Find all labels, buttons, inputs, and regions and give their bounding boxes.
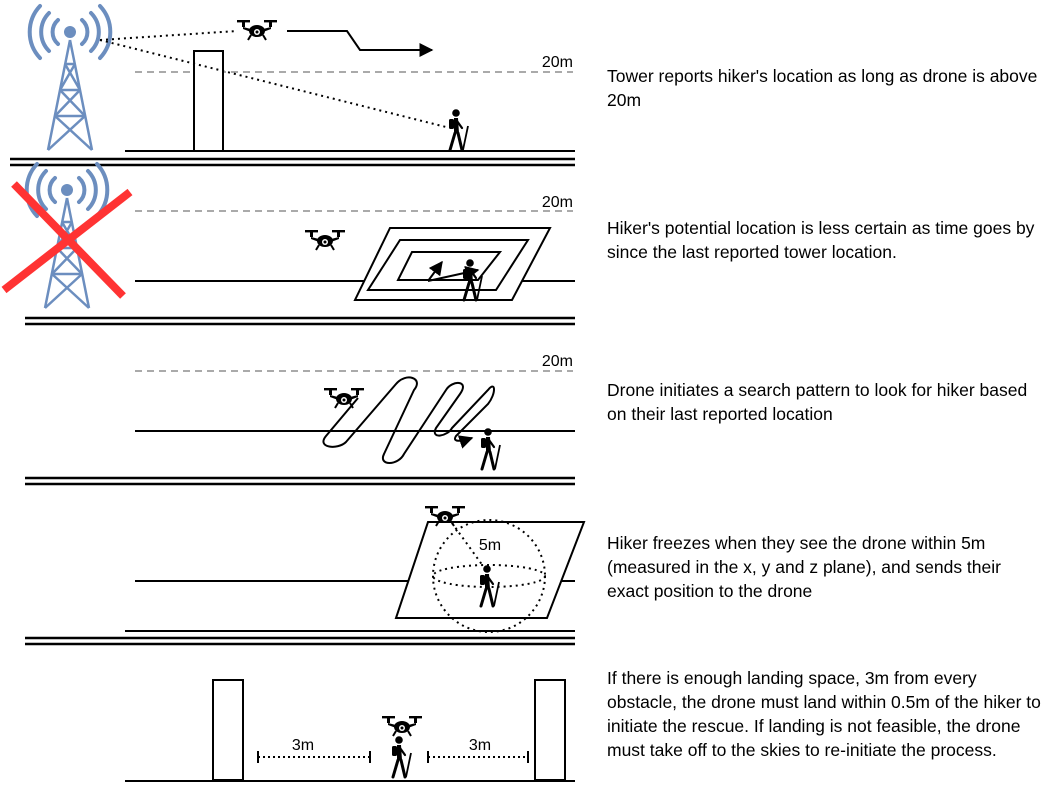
obstacle-building (193, 50, 224, 152)
search-pattern-path (322, 376, 495, 464)
panel-landing: 3m 3m (125, 679, 575, 782)
drone-icon (236, 19, 278, 41)
hiker-icon (479, 426, 502, 471)
cell-tower-icon (27, 4, 113, 152)
caption-search-pattern: Drone initiates a search pattern to look… (607, 380, 1028, 424)
left-clearance-label: 3m (292, 737, 314, 754)
obstacle-right (534, 679, 566, 781)
hiker-icon (447, 107, 470, 152)
signal-to-hiker (99, 39, 447, 128)
altitude-label: 20m (542, 54, 573, 71)
right-clearance-measure (427, 751, 529, 763)
hiker-icon (390, 734, 413, 779)
caption-landing: If there is enough landing space, 3m fro… (607, 668, 1041, 760)
caption-uncertainty: Hiker's potential location is less certa… (607, 218, 1035, 262)
flight-path-arrow (287, 30, 434, 57)
obstacle-left (212, 679, 244, 781)
altitude-label: 20m (542, 194, 573, 211)
right-clearance-label: 3m (469, 737, 491, 754)
uncertainty-zones (353, 227, 552, 301)
drone-icon (381, 715, 423, 737)
panel-uncertainty: 20m (1, 162, 575, 326)
panel-tower-tracking: 20m (10, 4, 575, 167)
signal-to-drone (99, 30, 238, 41)
caption-detection-radius: Hiker freezes when they see the drone wi… (607, 533, 1001, 601)
radius-label: 5m (479, 537, 501, 554)
caption-tower-tracking: Tower reports hiker's location as long a… (607, 66, 1038, 110)
panel-search-pattern: 20m (25, 353, 575, 486)
drone-icon (304, 229, 346, 251)
left-clearance-measure (257, 751, 371, 763)
disabled-cross-icon (1, 181, 133, 299)
altitude-label: 20m (542, 353, 573, 370)
panel-detection-radius: 5m (25, 505, 586, 646)
